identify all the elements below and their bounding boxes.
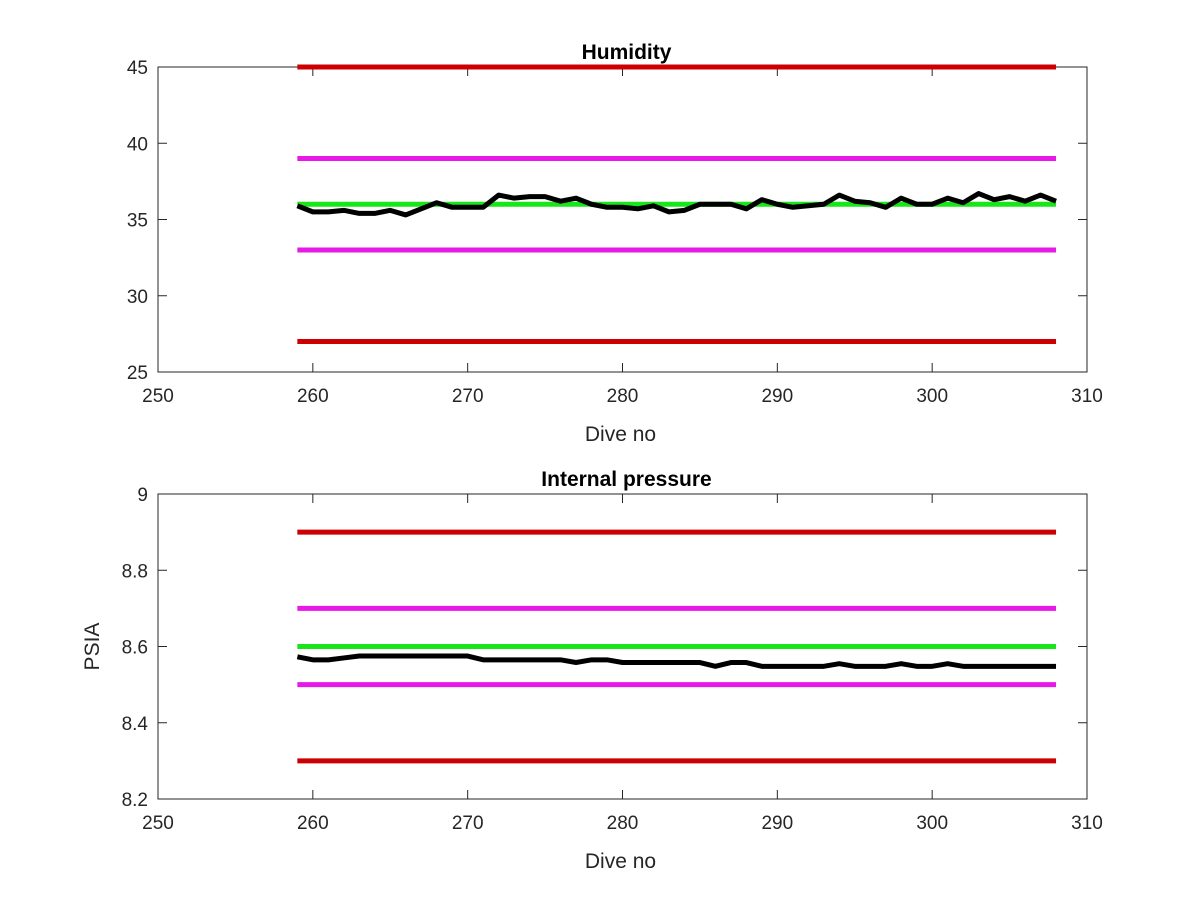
chart-0-x-tick-label: 300 [916, 386, 948, 407]
chart-0-y-tick-label: 30 [127, 287, 148, 308]
chart-1-x-tick-label: 300 [916, 813, 948, 834]
chart-1-y-tick-label: 8.4 [122, 714, 149, 735]
chart-0-x-tick-label: 260 [297, 386, 329, 407]
chart-1-y-tick-label: 8.6 [122, 638, 148, 659]
humidity-subplot: 250 260 270 280 290 300 310 25 30 35 40 45 Humidity D… [127, 41, 1103, 446]
humidity-title: Humidity [582, 41, 672, 64]
chart-1-y-axis-label: PSIA [81, 623, 104, 671]
chart-1-x-tick-label: 310 [1071, 813, 1103, 834]
chart-0-y-tick-label: 35 [127, 211, 148, 232]
chart-1-y-tick-label: 9 [137, 485, 148, 506]
chart-0-x-tick-label: 290 [761, 386, 793, 407]
chart-0-x-tick-label: 310 [1071, 386, 1103, 407]
internal-pressure-subplot: 250 260 270 280 290 300 310 8.2 8.4 8.6 8.8 9 Intern… [81, 468, 1103, 873]
chart-1-x-tick-label: 290 [761, 813, 793, 834]
chart-1-x-tick-label: 270 [452, 813, 484, 834]
chart-0-x-tick-label: 280 [607, 386, 639, 407]
chart-0-x-tick-label: 250 [142, 386, 174, 407]
chart-0-x-tick-label: 270 [452, 386, 484, 407]
internal-pressure-title: Internal pressure [541, 468, 711, 491]
chart-1-y-tick-label: 8.8 [122, 561, 148, 582]
chart-1-y-tick-label: 8.2 [122, 790, 148, 811]
chart-1-x-tick-label: 280 [607, 813, 639, 834]
chart-0-y-tick-label: 25 [127, 363, 148, 384]
chart-0-x-axis-label: Dive no [585, 423, 656, 446]
chart-0-axes-box [157, 66, 1088, 373]
chart-0-y-tick-label: 40 [127, 134, 148, 155]
chart-0-data-line-0 [296, 191, 1057, 218]
chart-1-x-tick-label: 260 [297, 813, 329, 834]
chart-1-x-axis-label: Dive no [585, 850, 656, 873]
chart-1-x-tick-label: 250 [142, 813, 174, 834]
chart-0-y-tick-label: 45 [127, 58, 148, 79]
chart-1-data-line-0 [296, 653, 1057, 669]
